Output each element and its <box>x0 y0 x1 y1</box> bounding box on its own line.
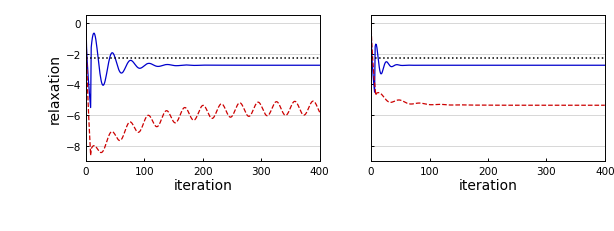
Y-axis label: relaxation: relaxation <box>47 54 61 124</box>
X-axis label: iteration: iteration <box>173 178 232 192</box>
X-axis label: iteration: iteration <box>459 178 518 192</box>
